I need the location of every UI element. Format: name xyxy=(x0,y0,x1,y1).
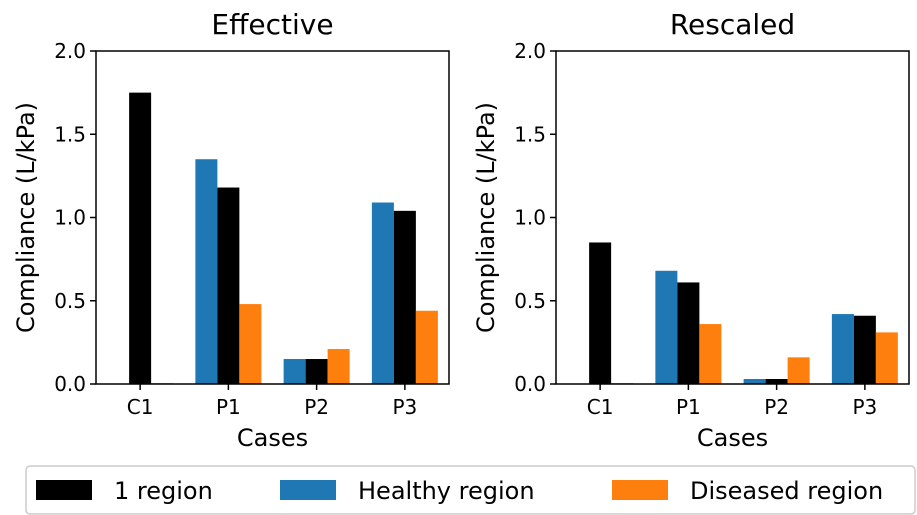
x-tick-label-p1: P1 xyxy=(676,395,701,419)
y-tick-label: 0.0 xyxy=(54,372,86,396)
x-tick-label-c1: C1 xyxy=(587,395,614,419)
chart-title: Rescaled xyxy=(670,8,795,41)
bar-healthy-region-p2 xyxy=(743,379,766,384)
y-tick-label: 2.0 xyxy=(514,39,546,63)
y-tick-label: 1.5 xyxy=(54,122,86,146)
panel-rescaled: 0.0 0.5 1.0 1.5 2.0 C1 P1 P2 P3 Rescaled Cases Comp… xyxy=(472,8,910,452)
y-tick-label: 1.0 xyxy=(514,206,546,230)
bar-healthy-region-p3 xyxy=(371,202,394,384)
y-axis-label: Compliance (L/kPa) xyxy=(472,102,500,333)
bar-1-region-p2 xyxy=(765,379,788,384)
legend: 1 region Healthy region Diseased region xyxy=(25,465,916,515)
bar-1-region-p3 xyxy=(393,210,416,384)
legend-swatch-healthy-region xyxy=(280,480,336,500)
legend-frame xyxy=(25,465,916,515)
x-tick-label-p2: P2 xyxy=(304,395,329,419)
x-tick-label-p2: P2 xyxy=(764,395,789,419)
bar-1-region-p1 xyxy=(677,282,700,384)
bar-diseased-region-p2 xyxy=(787,357,810,384)
bar-diseased-region-p1 xyxy=(699,324,722,384)
bar-healthy-region-p1 xyxy=(655,270,678,384)
y-tick-label: 1.5 xyxy=(514,122,546,146)
bar-diseased-region-p2 xyxy=(327,349,350,384)
bar-healthy-region-p2 xyxy=(283,359,306,384)
x-tick-label-p3: P3 xyxy=(392,395,417,419)
bar-healthy-region-p3 xyxy=(831,314,854,384)
legend-swatch-1-region xyxy=(36,480,92,500)
bar-diseased-region-p3 xyxy=(415,310,438,384)
bar-1-region-c1 xyxy=(589,242,612,384)
bar-healthy-region-p1 xyxy=(195,159,218,384)
x-axis-label: Cases xyxy=(697,424,768,452)
bar-1-region-c1 xyxy=(129,92,152,384)
legend-label-diseased-region: Diseased region xyxy=(690,477,883,505)
x-tick-label-c1: C1 xyxy=(127,395,154,419)
chart-title: Effective xyxy=(211,8,333,41)
bar-1-region-p1 xyxy=(217,187,240,384)
y-tick-label: 0.5 xyxy=(54,289,86,313)
y-axis-label: Compliance (L/kPa) xyxy=(12,102,40,333)
x-tick-label-p1: P1 xyxy=(216,395,241,419)
bar-1-region-p3 xyxy=(853,315,876,384)
bar-diseased-region-p1 xyxy=(239,304,262,384)
bar-diseased-region-p3 xyxy=(875,332,898,384)
panel-effective: 0.0 0.5 1.0 1.5 2.0 C1 P1 P2 P3 Effective Cases Com… xyxy=(12,8,450,452)
bar-1-region-p2 xyxy=(305,359,328,384)
y-tick-label: 1.0 xyxy=(54,206,86,230)
legend-swatch-diseased-region xyxy=(612,480,668,500)
y-tick-label: 0.5 xyxy=(514,289,546,313)
x-axis-label: Cases xyxy=(237,424,308,452)
x-tick-label-p3: P3 xyxy=(852,395,877,419)
legend-label-1-region: 1 region xyxy=(114,477,213,505)
legend-label-healthy-region: Healthy region xyxy=(358,477,535,505)
y-tick-label: 0.0 xyxy=(514,372,546,396)
y-tick-label: 2.0 xyxy=(54,39,86,63)
